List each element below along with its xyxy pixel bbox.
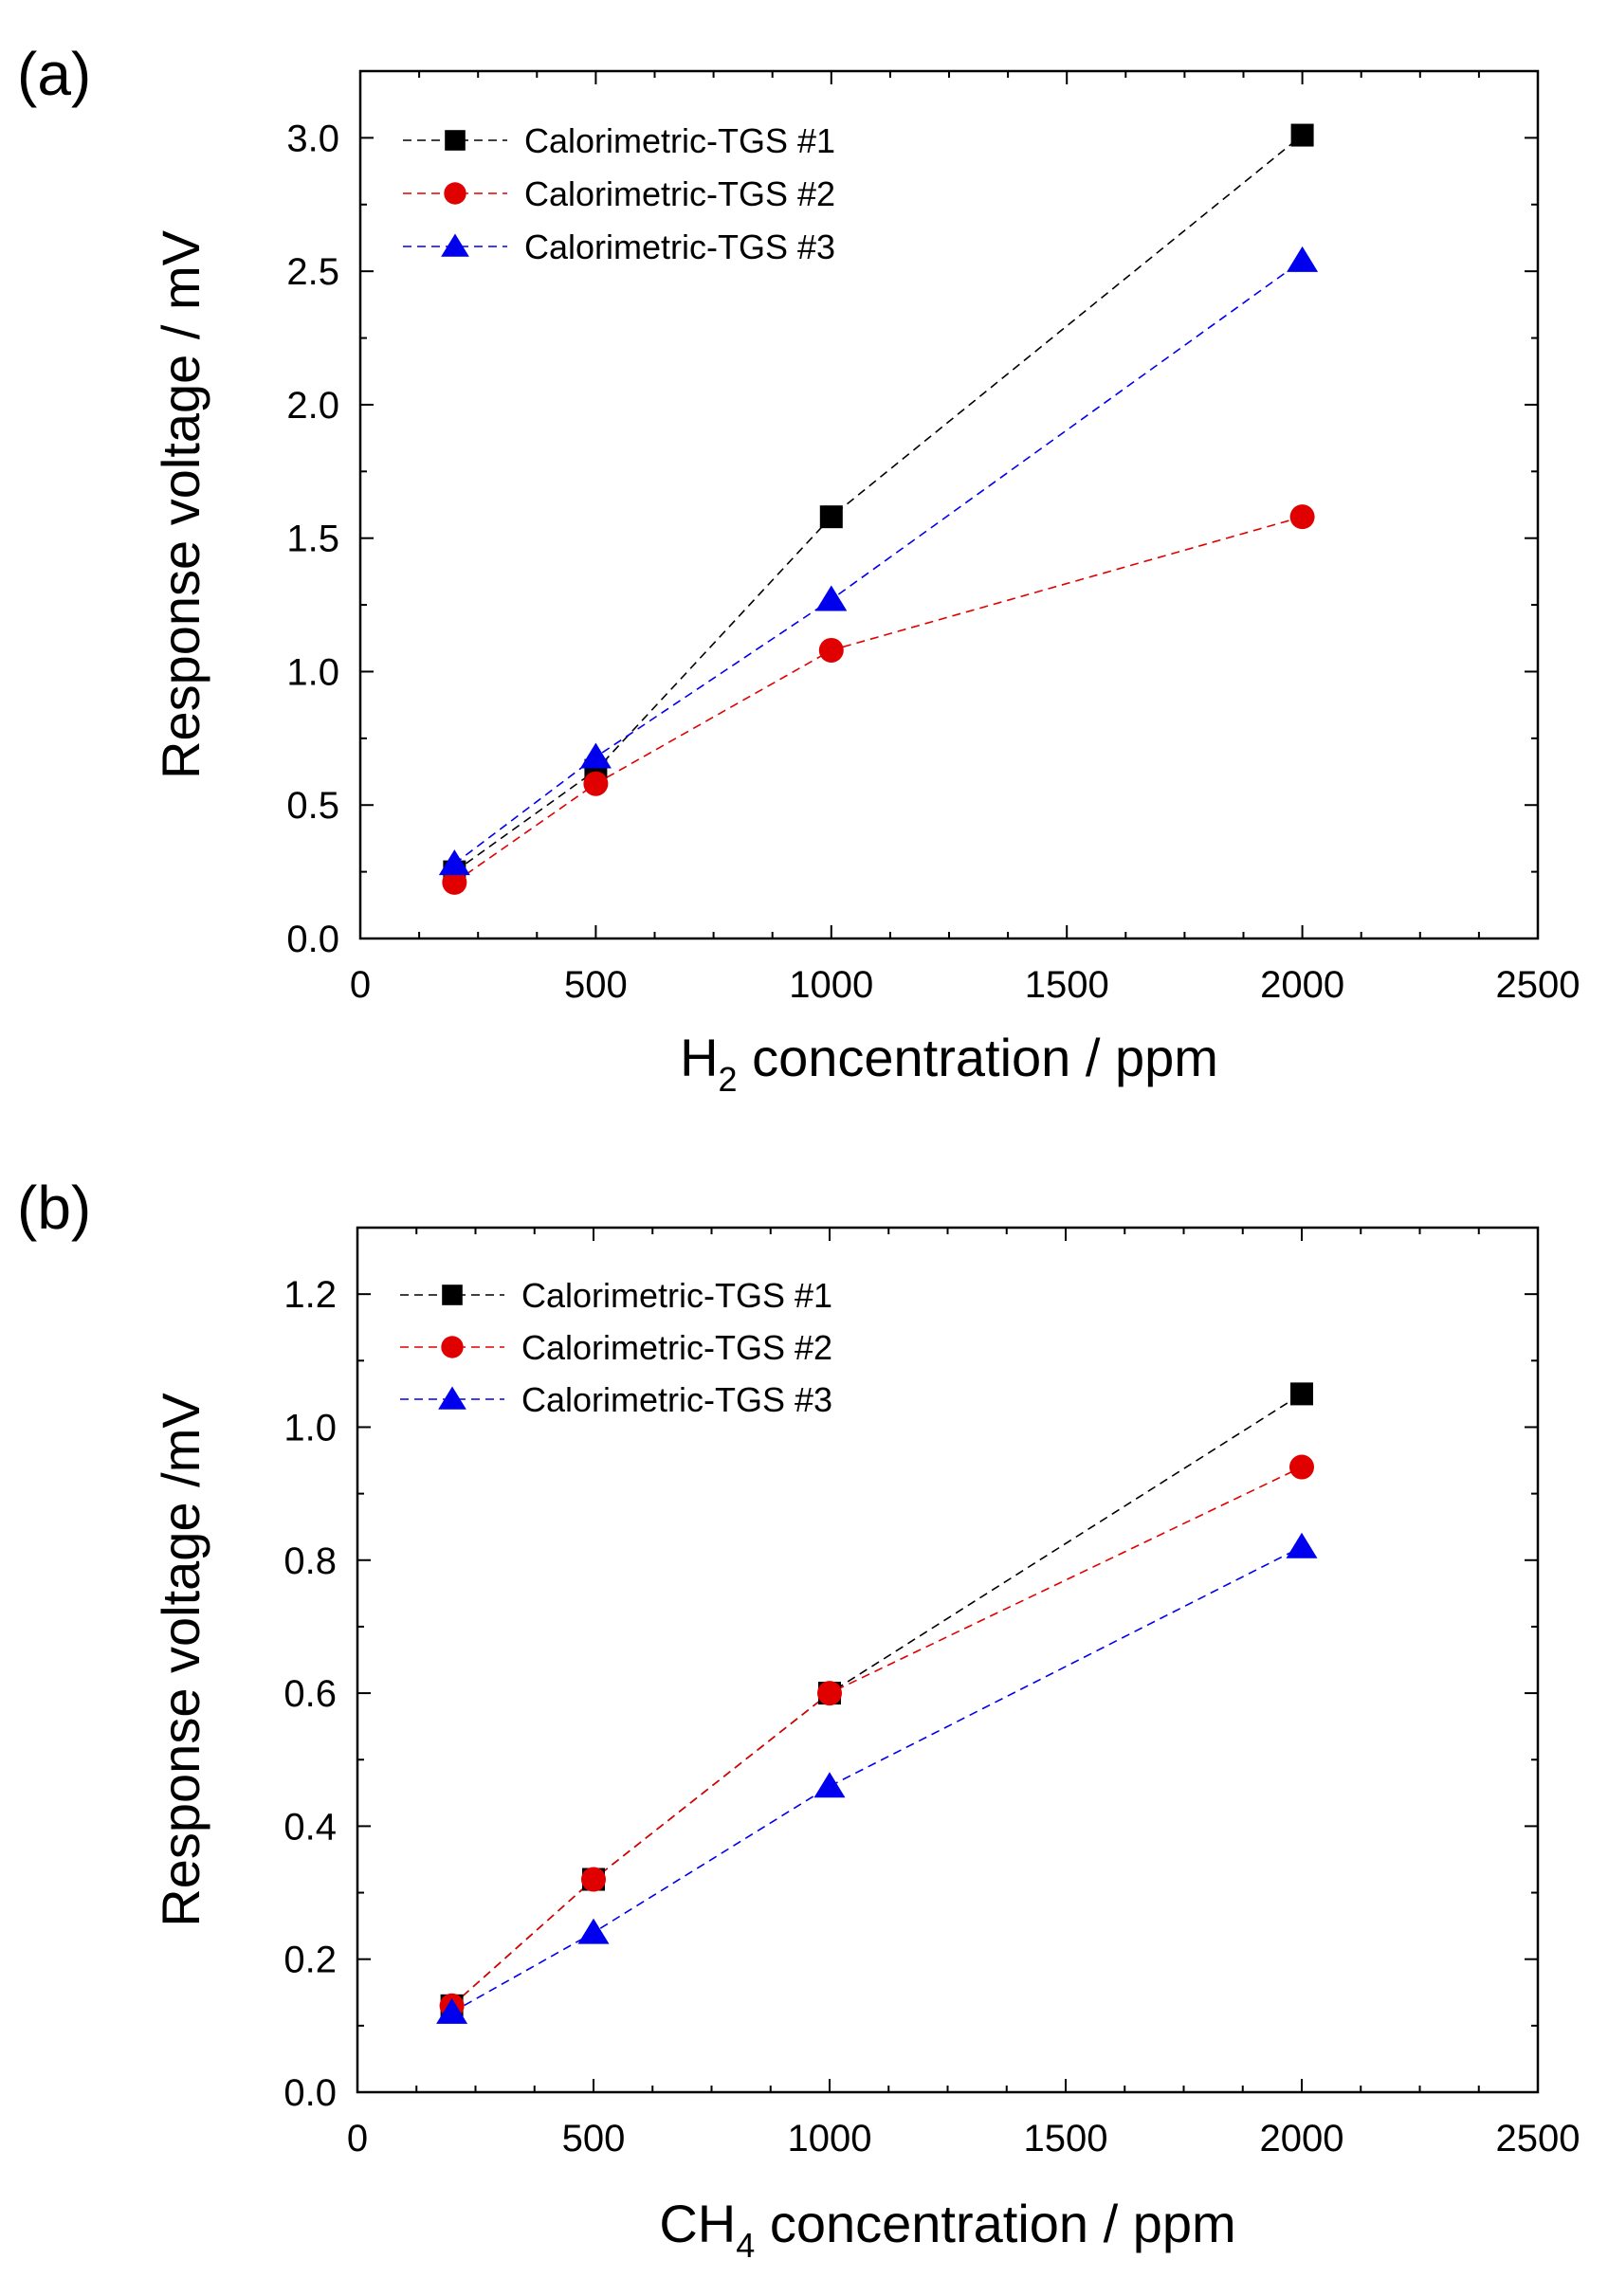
panel-b-series-2-point (1289, 1454, 1314, 1480)
panel-a-series-3-point (1287, 246, 1319, 272)
panel-a-legend-marker-3 (441, 233, 469, 257)
panel-a-series-2-line (453, 516, 1303, 884)
panel-a-legend-marker-2 (444, 182, 466, 205)
panel-a-x-axis-label-subscript: 2 (719, 1060, 738, 1099)
panel-a-series-1-point (819, 505, 843, 529)
panel-b-label: (b) (17, 1174, 91, 1242)
panel-a-x-tick-label: 1500 (1025, 964, 1109, 1006)
panel-b-x-tick-label: 500 (562, 2118, 626, 2159)
panel-b-x-tick-label: 1000 (788, 2118, 872, 2159)
panel-a-legend-label-1: Calorimetric-TGS #1 (524, 121, 835, 160)
panel-b-series-3-point (436, 1997, 468, 2024)
panel-b-series-3-point (813, 1772, 846, 1798)
panel-a-group: (a) 0 500 1000 1500 2000 2500 0.0 0.5 1.0 1.5 2.0 2.… (17, 40, 1580, 1099)
panel-a-series-1-point (1290, 123, 1314, 147)
panel-a-series-2-point (442, 869, 467, 895)
panel-b-x-axis-label-subscript: 4 (736, 2226, 755, 2265)
panel-a-series-2-point (818, 637, 844, 663)
panel-a-series-3-point (815, 585, 848, 611)
panel-a-label: (a) (17, 40, 91, 108)
panel-a-series-3-line (453, 260, 1304, 865)
panel-b-series-3-point (1286, 1532, 1318, 1558)
panel-b-group: (b) 0 500 1000 1500 2000 2500 0.0 0.2 0.4 0.6 0.8 1.… (17, 1174, 1580, 2265)
panel-b-legend-marker-3 (438, 1386, 466, 1410)
panel-b-series-2-point (817, 1681, 842, 1706)
panel-b-series-3-point (577, 1918, 610, 1944)
panel-a-x-tick-label: 0 (350, 964, 371, 1006)
panel-b-y-axis-label: Response voltage /mV (151, 1393, 210, 1927)
panel-b-series-1-point (1290, 1382, 1313, 1406)
panel-b-legend-marker-2 (441, 1336, 464, 1358)
panel-b-legend-label-3: Calorimetric-TGS #3 (521, 1380, 832, 1419)
panel-b-legend-label-2: Calorimetric-TGS #2 (521, 1328, 832, 1367)
panel-a-x-tick-label: 1000 (789, 964, 873, 1006)
panel-b-x-axis-label-rest: concentration / ppm (755, 2194, 1235, 2253)
panel-a-y-tick-label: 0.0 (286, 919, 339, 960)
panel-a-y-tick-label: 0.5 (286, 785, 339, 827)
panel-b-x-tick-label: 0 (347, 2118, 368, 2159)
panel-b-y-tick-label: 0.0 (283, 2072, 337, 2114)
panel-b-y-tick-label: 0.4 (283, 1806, 337, 1848)
panel-b-y-tick-label: 0.2 (283, 1940, 337, 1981)
panel-a-x-axis-label-main: H (680, 1028, 718, 1087)
panel-b-legend-marker-1 (442, 1285, 463, 1305)
panel-a-series-3-point (438, 849, 470, 876)
panel-a-series-2-point (583, 771, 609, 796)
panel-b-legend-label-1: Calorimetric-TGS #1 (521, 1276, 832, 1315)
panel-a-legend-label-2: Calorimetric-TGS #2 (524, 174, 835, 213)
panel-a-series-1-line (453, 134, 1304, 873)
panel-a-x-axis-label: H2 concentration / ppm (680, 1028, 1218, 1099)
panel-a-legend-marker-1 (445, 130, 466, 151)
panel-a-x-tick-label: 2000 (1260, 964, 1344, 1006)
panel-a-y-tick-label: 3.0 (286, 118, 339, 159)
panel-a-y-axis-label: Response voltage / mV (151, 229, 210, 779)
panel-b-series-1-line (451, 1393, 1303, 2007)
panel-b-x-axis-label: CH4 concentration / ppm (659, 2194, 1235, 2265)
panel-b-series-2-line (451, 1466, 1303, 2007)
panel-a-x-tick-label: 2500 (1496, 964, 1581, 1006)
panel-a-series-3-point (579, 742, 612, 769)
panel-a-y-tick-label: 2.5 (286, 251, 339, 293)
panel-b-x-tick-label: 2000 (1260, 2118, 1344, 2159)
panel-b-y-tick-label: 1.0 (283, 1407, 337, 1449)
panel-b-y-tick-label: 1.2 (283, 1274, 337, 1316)
panel-b-y-tick-label: 0.6 (283, 1673, 337, 1715)
panel-b-series-2-point (581, 1867, 606, 1892)
panel-b-series-3-line (451, 1546, 1303, 2014)
panel-a-y-tick-label: 1.0 (286, 651, 339, 693)
panel-b-x-tick-label: 2500 (1496, 2118, 1581, 2159)
panel-a-y-tick-label: 1.5 (286, 519, 339, 560)
panel-a-x-axis-label-rest: concentration / ppm (738, 1028, 1218, 1087)
panel-a-x-tick-label: 500 (564, 964, 628, 1006)
panel-a-series-2-point (1289, 504, 1315, 530)
panel-b-x-axis-label-main: CH (659, 2194, 736, 2253)
panel-b-x-tick-label: 1500 (1024, 2118, 1108, 2159)
panel-a-legend-label-3: Calorimetric-TGS #3 (524, 228, 835, 266)
panel-a-y-tick-label: 2.0 (286, 385, 339, 427)
panel-b-y-tick-label: 0.8 (283, 1540, 337, 1582)
